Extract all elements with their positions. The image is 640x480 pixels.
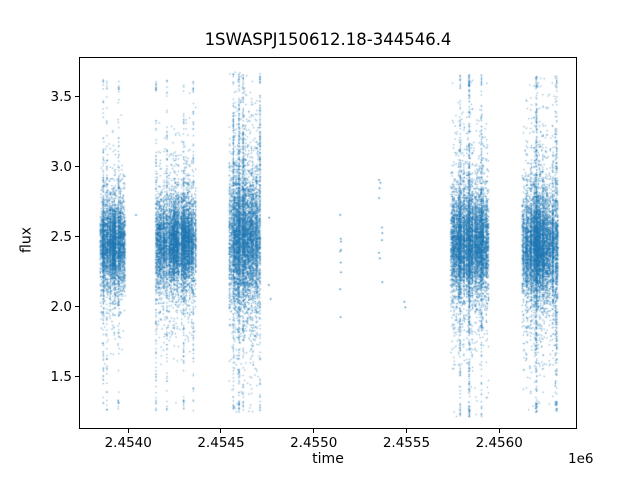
x-tick-mark bbox=[313, 428, 315, 433]
y-tick-label: 2.5 bbox=[50, 228, 72, 245]
chart-title: 1SWASPJ150612.18-344546.4 bbox=[204, 30, 452, 49]
x-tick-label: 2.4560 bbox=[475, 435, 523, 451]
y-tick-label: 3.5 bbox=[50, 88, 72, 105]
y-tick-mark bbox=[75, 166, 79, 168]
x-tick-label: 2.4545 bbox=[197, 435, 245, 451]
x-tick-mark bbox=[498, 428, 500, 433]
y-tick-label: 3.0 bbox=[50, 158, 72, 175]
x-axis-offset-label: 1e6 bbox=[568, 451, 594, 467]
x-tick-mark bbox=[220, 428, 222, 433]
y-axis-label: flux bbox=[18, 227, 35, 253]
y-tick-mark bbox=[75, 236, 79, 238]
y-tick-mark bbox=[75, 376, 79, 378]
x-axis-label: time bbox=[312, 451, 344, 467]
y-tick-mark bbox=[75, 96, 79, 98]
y-tick-mark bbox=[75, 306, 79, 308]
x-tick-label: 2.4540 bbox=[104, 435, 152, 451]
y-tick-label: 2.0 bbox=[50, 298, 72, 315]
x-tick-mark bbox=[405, 428, 407, 433]
x-tick-label: 2.4550 bbox=[290, 435, 338, 451]
x-tick-mark bbox=[127, 428, 129, 433]
y-tick-label: 1.5 bbox=[50, 368, 72, 385]
x-tick-label: 2.4555 bbox=[382, 435, 431, 451]
scatter-points-canvas bbox=[80, 57, 576, 428]
